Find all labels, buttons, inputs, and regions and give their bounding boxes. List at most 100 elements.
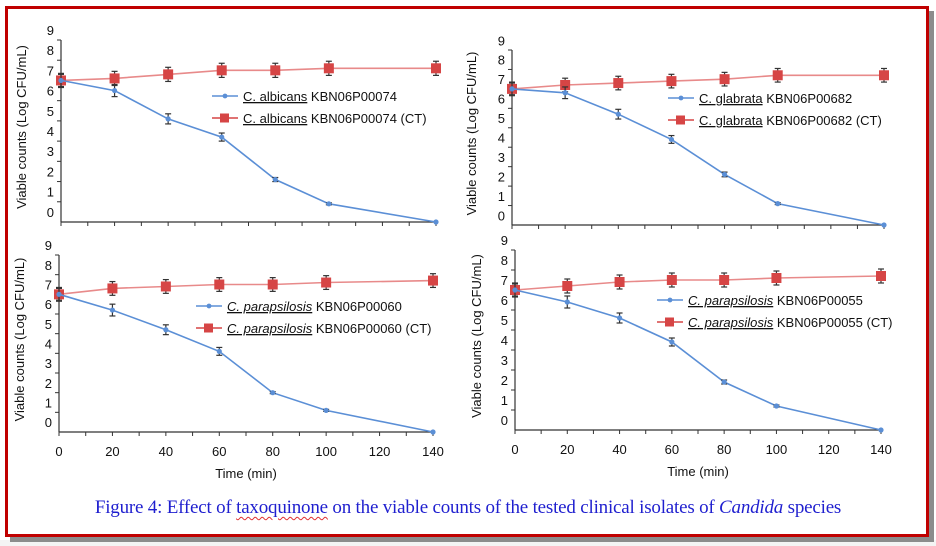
legend-item: C. parapsilosis KBN06P00055 (CT) [657, 315, 893, 330]
y-tick-label: 1 [45, 396, 52, 411]
legend-marker-square [665, 317, 674, 327]
data-point-square [666, 275, 677, 285]
data-point-dot [326, 201, 332, 207]
legend-species: C. glabrata [699, 91, 763, 106]
legend-species: C. parapsilosis [227, 321, 313, 336]
legend-species: C. albicans [243, 111, 308, 126]
x-tick-label: 60 [212, 444, 226, 459]
legend-strain: KBN06P00682 [763, 91, 853, 106]
y-axis-label: Viable counts (Log CFU/mL) [12, 258, 27, 422]
data-point-square [109, 73, 120, 84]
data-point-dot [721, 171, 728, 178]
x-tick-label: 40 [612, 442, 626, 457]
data-point-square [876, 271, 886, 281]
y-tick-label: 3 [47, 144, 54, 159]
legend-item: C. parapsilosis KBN06P00055 [657, 293, 863, 308]
legend-species: C. glabrata [699, 113, 763, 128]
legend-label: C. glabrata KBN06P00682 (CT) [699, 113, 882, 128]
data-point-square [772, 70, 783, 81]
y-tick-label: 5 [47, 104, 54, 119]
x-tick-label: 120 [818, 442, 840, 457]
legend-strain: KBN06P00074 [307, 89, 397, 104]
data-point-square [562, 281, 573, 291]
y-tick-label: 0 [501, 413, 508, 428]
data-point-dot [163, 327, 169, 333]
legend-item: C. albicans KBN06P00074 [212, 89, 397, 104]
series-control [56, 60, 441, 89]
caption-middle: on the viable counts of the tested clini… [327, 497, 720, 518]
legend-label: C. glabrata KBN06P00682 [699, 91, 852, 106]
x-tick-label: 20 [560, 442, 574, 457]
y-tick-label: 8 [47, 43, 54, 58]
data-point-dot [165, 116, 171, 122]
legend-species: C. parapsilosis [688, 293, 774, 308]
legend-marker-dot [678, 95, 684, 101]
data-point-square [719, 74, 730, 85]
data-point-square [613, 78, 624, 89]
x-tick-label: 140 [870, 442, 892, 457]
data-point-square [771, 273, 782, 283]
y-tick-label: 2 [47, 164, 54, 179]
y-tick-label: 7 [45, 278, 52, 293]
legend-label: C. albicans KBN06P00074 (CT) [243, 111, 427, 126]
series-control [510, 268, 886, 298]
data-point-dot [58, 77, 64, 84]
caption-prefix: Figure 4: Effect of [94, 497, 237, 518]
series-line [511, 88, 885, 226]
legend-species: C. albicans [243, 89, 308, 104]
series-treated [509, 82, 887, 228]
data-point-square [214, 279, 225, 290]
data-point-dot [509, 86, 515, 92]
figure-caption: Figure 4: Effect of taxoquinone on the v… [0, 497, 936, 519]
y-tick-label: 5 [45, 317, 52, 332]
data-point-dot [111, 87, 118, 94]
data-point-square [614, 277, 625, 287]
data-point-dot [323, 407, 329, 413]
chart-panel-top-left: 0 1 2 3 4 5 6 7 8 9 Viable counts (Log CFU/mL) C. a… [14, 23, 441, 226]
data-point-dot [564, 299, 570, 305]
legend-label: C. parapsilosis KBN06P00055 [688, 293, 863, 308]
data-point-square [323, 63, 334, 74]
data-point-square [267, 279, 278, 290]
data-point-dot [216, 348, 222, 354]
y-tick-label: 4 [47, 124, 54, 139]
legend-strain: KBN06P00682 (CT) [763, 113, 882, 128]
data-point-dot [512, 287, 518, 293]
legend-item: C. glabrata KBN06P00682 [668, 91, 852, 106]
x-tick-label: 60 [665, 442, 679, 457]
x-tick-label: 100 [766, 442, 788, 457]
data-point-square [560, 80, 571, 90]
data-point-dot [721, 379, 727, 385]
y-tick-label: 6 [501, 293, 508, 308]
y-tick-label: 4 [498, 131, 505, 146]
y-tick-label: 9 [498, 33, 505, 48]
y-tick-label: 3 [498, 150, 505, 165]
legend-item: C. parapsilosis KBN06P00060 (CT) [196, 321, 432, 336]
y-tick-label: 2 [501, 373, 508, 388]
data-point-square [321, 277, 332, 288]
legend-marker-square [676, 115, 685, 125]
y-tick-label: 0 [45, 415, 52, 430]
y-tick-label: 7 [501, 273, 508, 288]
data-point-dot [562, 90, 568, 96]
y-tick-label: 0 [47, 205, 54, 220]
legend-species: C. parapsilosis [227, 299, 313, 314]
caption-compound: taxoquinone [236, 497, 328, 518]
x-tick-label: 40 [159, 444, 173, 459]
data-point-dot [430, 429, 436, 435]
y-tick-label: 7 [498, 72, 505, 87]
data-point-square [719, 275, 730, 285]
x-tick-label: 100 [315, 444, 337, 459]
y-axis-label: Viable counts (Log CFU/mL) [469, 254, 484, 418]
x-tick-label: 0 [511, 442, 518, 457]
chart-panel-top-right: 0 1 2 3 4 5 6 7 8 9 Viable counts (Log CFU/mL) C. g… [464, 33, 889, 229]
series-line [58, 293, 434, 433]
data-point-dot [56, 291, 62, 297]
legend-marker-dot [222, 93, 228, 99]
x-tick-label: 20 [105, 444, 119, 459]
data-point-dot [109, 307, 116, 313]
